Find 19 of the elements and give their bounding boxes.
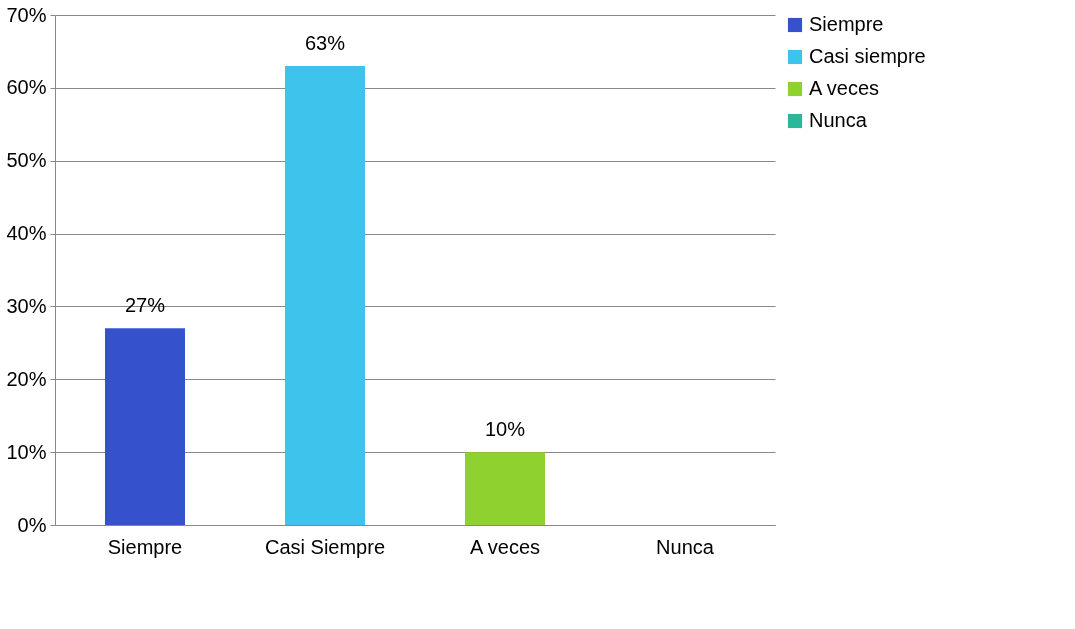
y-tick-label: 0%	[17, 513, 47, 536]
legend-label: Nunca	[809, 109, 868, 131]
legend-label: Casi siempre	[809, 45, 926, 67]
data-label: 27%	[124, 294, 166, 317]
y-tick-label: 20%	[6, 367, 47, 390]
y-tick-label: 70%	[6, 3, 47, 26]
y-tick-label: 40%	[6, 222, 47, 245]
legend-label: Siempre	[809, 13, 884, 35]
x-tick-label: Siempre	[107, 535, 183, 558]
data-label: 63%	[304, 32, 346, 54]
y-tick-label: 10%	[6, 440, 47, 463]
y-tick-label: 60%	[6, 76, 47, 99]
x-tick-label: Nunca	[656, 535, 715, 558]
legend-label: A veces	[809, 77, 880, 99]
y-tick-label: 30%	[6, 294, 47, 317]
x-tick-label: Casi Siempre	[264, 535, 386, 558]
x-tick-label: A veces	[469, 535, 541, 558]
y-tick-label: 50%	[6, 149, 47, 172]
data-label: 10%	[484, 418, 526, 441]
